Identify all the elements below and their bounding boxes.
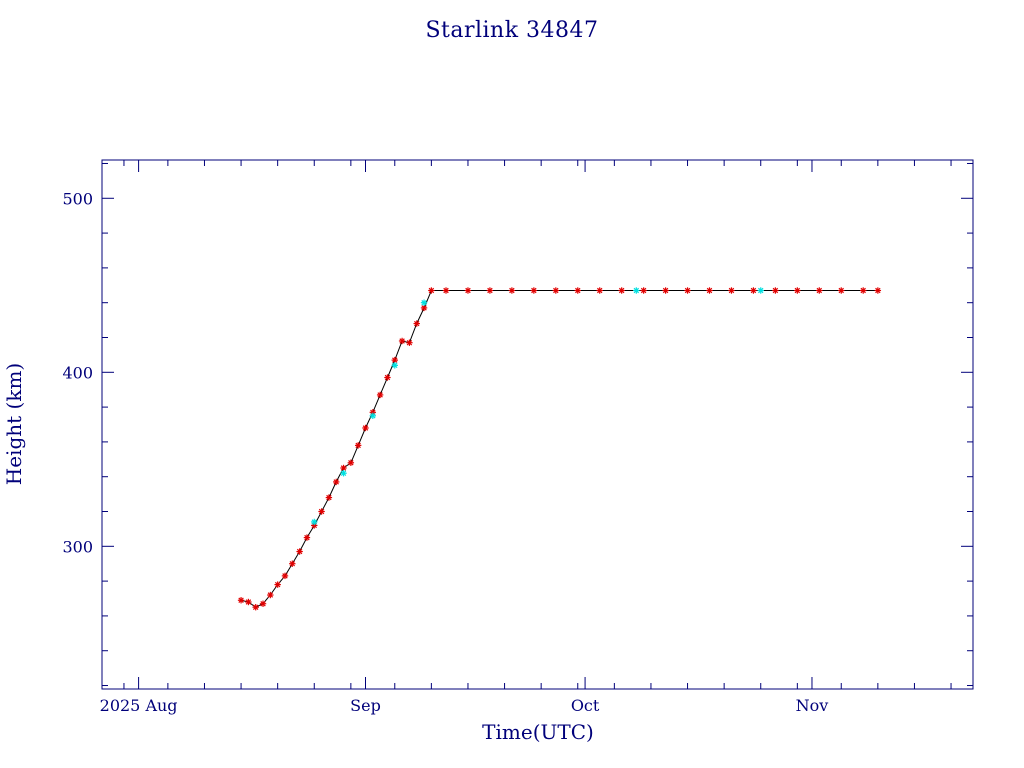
data-point [860, 287, 866, 293]
x-axis-tick-labels: 2025 Aug Sep Oct Nov [100, 696, 829, 715]
data-point [392, 362, 398, 368]
data-point [772, 287, 778, 293]
data-point [618, 287, 624, 293]
data-point [326, 494, 332, 500]
data-point [399, 338, 405, 344]
data-point [575, 287, 581, 293]
x-tick-label: Sep [350, 696, 381, 715]
data-point [253, 604, 259, 610]
data-point [340, 470, 346, 476]
plot-frame [102, 160, 973, 689]
data-point [597, 287, 603, 293]
data-points [238, 287, 881, 610]
data-point [794, 287, 800, 293]
y-axis-title: Height (km) [2, 363, 26, 485]
data-point [384, 374, 390, 380]
data-point [750, 287, 756, 293]
data-point [640, 287, 646, 293]
data-point [296, 548, 302, 554]
data-point [304, 534, 310, 540]
data-point [443, 287, 449, 293]
data-point [267, 592, 273, 598]
data-point [838, 287, 844, 293]
data-point [633, 287, 639, 293]
data-point [348, 460, 354, 466]
data-point [553, 287, 559, 293]
height-trace-line [241, 291, 878, 608]
data-point [355, 442, 361, 448]
data-point [245, 599, 251, 605]
data-point [377, 392, 383, 398]
data-point [758, 287, 764, 293]
y-axis-ticks [102, 163, 973, 685]
data-point [370, 413, 376, 419]
data-point [706, 287, 712, 293]
data-point [289, 561, 295, 567]
data-point [662, 287, 668, 293]
data-point [487, 287, 493, 293]
data-point [509, 287, 515, 293]
data-point [684, 287, 690, 293]
y-axis-tick-labels: 300 400 500 [62, 189, 93, 556]
y-tick-label: 500 [62, 189, 93, 208]
data-point [875, 287, 881, 293]
y-tick-label: 400 [62, 363, 93, 382]
data-point [318, 508, 324, 514]
data-point [421, 299, 427, 305]
data-point [311, 519, 317, 525]
chart-title: Starlink 34847 [425, 18, 598, 43]
series-line [241, 291, 878, 608]
data-point [465, 287, 471, 293]
x-tick-label: Nov [796, 696, 829, 715]
data-point [260, 601, 266, 607]
data-point [238, 597, 244, 603]
x-tick-label: 2025 Aug [100, 696, 178, 715]
y-tick-label: 300 [62, 537, 93, 556]
data-point [282, 573, 288, 579]
x-tick-label: Oct [571, 696, 600, 715]
data-point [362, 425, 368, 431]
data-point [333, 479, 339, 485]
data-point [274, 581, 280, 587]
data-point [531, 287, 537, 293]
x-axis-ticks [124, 160, 951, 689]
x-axis-title: Time(UTC) [482, 720, 594, 744]
data-point [816, 287, 822, 293]
data-point [728, 287, 734, 293]
data-point [428, 287, 434, 293]
data-point [414, 320, 420, 326]
data-point [406, 340, 412, 346]
